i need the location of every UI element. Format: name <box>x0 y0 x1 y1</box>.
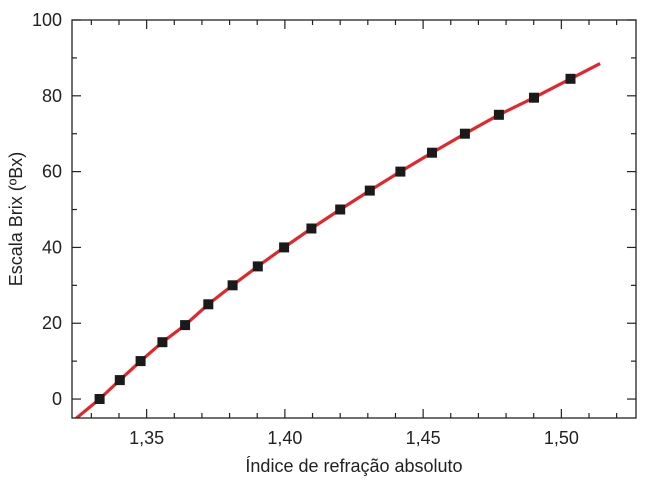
data-point <box>252 261 263 272</box>
fit-line <box>74 62 601 418</box>
data-point <box>459 128 470 139</box>
y-axis-label: Escala Brix (ºBx) <box>6 152 26 287</box>
data-point <box>157 337 168 348</box>
y-tick-label: 20 <box>42 313 62 333</box>
data-point <box>180 320 191 331</box>
x-tick-label: 1,50 <box>544 428 579 448</box>
plot-frame <box>71 19 637 419</box>
data-point <box>395 166 406 177</box>
x-tick-label: 1,40 <box>267 428 302 448</box>
axis-ticks <box>72 19 636 418</box>
x-tick-label: 1,45 <box>406 428 441 448</box>
data-point <box>565 73 576 84</box>
data-point <box>493 109 504 120</box>
data-point <box>427 147 437 158</box>
data-point <box>364 185 375 196</box>
data-point <box>203 299 214 310</box>
data-point <box>279 242 290 253</box>
x-tick-label: 1,35 <box>129 428 164 448</box>
plot-area <box>74 62 601 418</box>
data-point <box>529 92 539 103</box>
data-point <box>227 280 238 291</box>
x-axis-label: Índice de refração absoluto <box>245 456 462 476</box>
data-point <box>306 223 317 234</box>
data-point <box>114 375 125 386</box>
y-tick-label: 60 <box>42 162 62 182</box>
y-tick-label: 80 <box>42 86 62 106</box>
data-point <box>335 204 346 215</box>
data-point <box>135 356 146 367</box>
y-tick-label: 40 <box>42 237 62 257</box>
y-tick-label: 100 <box>32 10 62 30</box>
data-point <box>94 394 105 404</box>
tick-labels: 1,35 1,40 1,45 1,50 0 20 40 60 80 100 <box>32 10 579 448</box>
y-tick-label: 0 <box>52 389 62 409</box>
